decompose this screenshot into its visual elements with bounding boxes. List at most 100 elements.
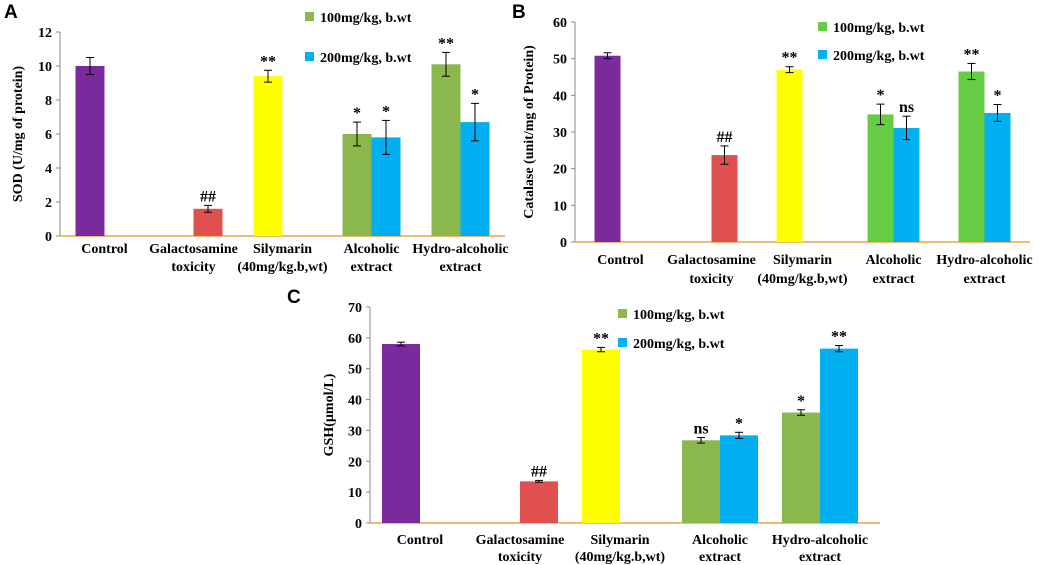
- panel-c-bar: [382, 344, 420, 523]
- panel-b-category-label: toxicity: [689, 272, 733, 287]
- panel-a-sod-chart: A 0 2 4 6 8 10 12 SOD (U/mg of protein) Control Ga…: [4, 2, 509, 275]
- panel-b-bar: [776, 69, 803, 243]
- panel-a-y-tick-label: 2: [45, 196, 52, 211]
- panel-a-y-tick-label: 4: [45, 162, 52, 177]
- panel-b-significance-label: **: [964, 46, 980, 63]
- panel-b-y-tick-label: 10: [553, 199, 567, 214]
- panel-b-legend-swatch: [818, 50, 827, 59]
- panel-b-category-label: Galactosamine: [667, 253, 756, 268]
- panel-a-bar: [193, 208, 223, 236]
- panel-a-bar: [75, 66, 105, 236]
- panel-b-category-label: Silymarin: [773, 253, 832, 268]
- panel-b-legend-label: 100mg/kg, b.wt: [833, 21, 925, 36]
- panel-b-legend-label: 200mg/kg, b.wt: [833, 49, 925, 64]
- panel-a-bar: [253, 76, 283, 236]
- panel-c-y-tick-label: 10: [348, 486, 362, 501]
- panel-c-bar: [782, 412, 820, 523]
- panel-c-category-label: extract: [699, 550, 741, 565]
- panel-b-bar: [867, 114, 894, 242]
- panel-a-bar: [431, 64, 461, 236]
- panel-b-y-tick-label: 60: [553, 16, 567, 31]
- panel-b-category-label: Control: [597, 253, 644, 268]
- panel-c-y-tick-label: 30: [348, 424, 362, 439]
- panel-b-bar: [893, 127, 920, 242]
- panel-b-category-label: extract: [873, 272, 915, 287]
- panel-c-letter: C: [287, 287, 301, 308]
- panel-b-category-label: extract: [964, 272, 1006, 287]
- panel-b-category-label: Hydro-alcoholic: [936, 253, 1032, 268]
- panel-c-category-label: Galactosamine: [476, 533, 565, 548]
- panel-a-category-label: extract: [351, 260, 393, 275]
- panel-a-category-label: Galactosamine: [149, 242, 238, 257]
- panel-c-y-tick-label: 50: [348, 363, 362, 378]
- panel-c-y-axis-label: GSH(µmol/L): [322, 373, 337, 456]
- panel-c-bar: [582, 349, 620, 523]
- panel-c-gsh-chart: C 0 10 20 30 40 50 60 70 GSH(µmol/L) Control Galact…: [287, 287, 880, 565]
- panel-b-significance-label: *: [994, 88, 1002, 105]
- panel-c-bar: [520, 481, 558, 523]
- panel-a-y-axis-label: SOD (U/mg of protein): [11, 66, 26, 203]
- panel-a-y-tick-label: 12: [38, 26, 52, 41]
- panel-a-significance-label: *: [353, 105, 361, 122]
- panel-a-category-label: Control: [81, 242, 128, 257]
- panel-b-y-axis-label: Catalase (unit/mg of Protein): [522, 45, 537, 219]
- panel-a-y-tick-label: 10: [38, 60, 52, 75]
- panel-a-letter: A: [4, 2, 18, 23]
- panel-a-significance-label: *: [382, 103, 390, 120]
- panel-b-legend-swatch: [818, 22, 827, 31]
- panel-b-y-tick-label: 50: [553, 53, 567, 68]
- panel-a-category-label: extract: [440, 260, 482, 275]
- panel-a-significance-label: *: [471, 86, 479, 103]
- panel-c-significance-label: ns: [693, 421, 708, 438]
- panel-a-y-tick-label: 6: [45, 128, 52, 143]
- panel-c-category-label: Silymarin: [590, 533, 649, 548]
- panel-a-category-label: Alcoholic: [344, 242, 400, 257]
- panel-c-legend-label: 100mg/kg, b.wt: [633, 308, 725, 323]
- panel-c-y-tick-label: 70: [348, 301, 362, 316]
- panel-a-y-tick-label: 8: [45, 94, 52, 109]
- panel-b-bar: [711, 155, 738, 242]
- panel-c-significance-label: **: [831, 329, 847, 346]
- panel-c-significance-label: ##: [531, 463, 547, 480]
- panel-a-category-label: Hydro-alcoholic: [412, 242, 508, 257]
- panel-a-legend-swatch: [305, 12, 314, 21]
- panel-c-category-label: (40mg/kg.b,wt): [575, 550, 666, 565]
- panel-a-category-label: (40mg/kg.b,wt): [237, 260, 328, 275]
- panel-a-significance-label: **: [260, 53, 276, 70]
- panel-b-bar: [594, 55, 621, 242]
- panel-c-bar: [682, 440, 720, 523]
- panel-b-y-tick-label: 40: [553, 89, 567, 104]
- panel-c-category-label: Hydro-alcoholic: [772, 533, 868, 548]
- panel-a-significance-label: ##: [200, 188, 216, 205]
- panel-c-y-tick-label: 20: [348, 455, 362, 470]
- panel-a-legend-swatch: [305, 52, 314, 61]
- panel-a-y-tick-label: 0: [45, 230, 52, 245]
- panel-c-category-label: Control: [397, 533, 444, 548]
- panel-a-category-label: Silymarin: [253, 242, 312, 257]
- panel-b-significance-label: **: [782, 50, 798, 67]
- panel-c-significance-label: **: [593, 330, 609, 347]
- panel-b-significance-label: ns: [899, 99, 914, 116]
- panel-c-legend-label: 200mg/kg, b.wt: [633, 337, 725, 352]
- panel-c-y-tick-label: 60: [348, 332, 362, 347]
- panel-b-y-tick-label: 30: [553, 126, 567, 141]
- panel-b-catalase-chart: B 0 10 20 30 40 50 60 Catalase (unit/mg of Prote…: [512, 2, 1033, 287]
- panel-a-bar: [342, 134, 372, 236]
- panel-b-category-label: (40mg/kg.b,wt): [757, 272, 848, 287]
- panel-c-category-label: Alcoholic: [692, 533, 748, 548]
- panel-a-legend-label: 200mg/kg, b.wt: [320, 51, 412, 66]
- panel-c-legend-swatch: [618, 309, 627, 318]
- panel-b-letter: B: [512, 2, 526, 23]
- panel-a-legend-label: 100mg/kg, b.wt: [320, 11, 412, 26]
- panel-b-bar: [984, 112, 1011, 242]
- panel-b-bar: [958, 71, 985, 242]
- panel-c-significance-label: *: [797, 393, 805, 410]
- panel-b-category-label: Alcoholic: [866, 253, 922, 268]
- panel-c-category-label: toxicity: [498, 550, 542, 565]
- panel-b-y-tick-label: 0: [560, 236, 567, 251]
- panel-c-significance-label: *: [735, 415, 743, 432]
- panel-c-bar: [720, 435, 758, 523]
- panel-a-significance-label: **: [438, 35, 454, 52]
- panel-c-category-label: extract: [799, 550, 841, 565]
